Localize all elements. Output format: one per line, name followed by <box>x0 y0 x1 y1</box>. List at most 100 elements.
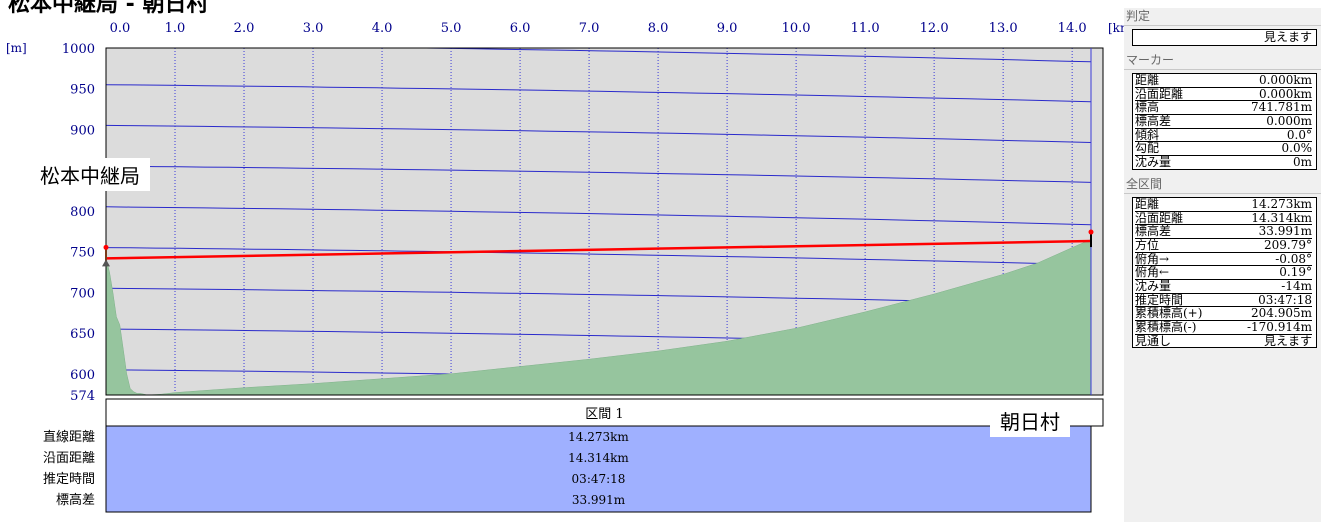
whole-row-value: 14.314km <box>1251 210 1312 225</box>
x-tick-label: 1.0 <box>165 21 186 36</box>
marker-row-value: 0.000km <box>1258 73 1312 87</box>
end-marker-head <box>1088 229 1094 235</box>
whole-row: 俯角← 0.19° <box>1135 266 1312 280</box>
whole-row-value: 204.905m <box>1250 306 1312 321</box>
start-marker-head <box>103 244 109 250</box>
marker-row-label: 標高差 <box>1135 114 1172 129</box>
elevation-profile-svg: 0.0 1.0 2.0 3.0 4.0 5.0 6.0 7.0 8.0 9.0 10.0 11.0 12… <box>6 21 1124 513</box>
x-tick-label: 9.0 <box>717 21 738 36</box>
x-tick-label: 7.0 <box>579 21 600 36</box>
whole-row: 累積標高(+) 204.905m <box>1135 307 1312 321</box>
marker-row: 傾斜 0.0° <box>1135 129 1312 143</box>
whole-row-value: 03:47:18 <box>1258 292 1312 307</box>
whole-section-title: 全区間 <box>1124 176 1321 194</box>
judge-section-title: 判定 <box>1124 8 1321 26</box>
marker-row-label: 勾配 <box>1135 141 1160 156</box>
whole-row-value: -170.914m <box>1246 320 1312 334</box>
whole-row-label: 方位 <box>1135 237 1160 252</box>
whole-row-value: -14m <box>1281 278 1312 293</box>
whole-row: 推定時間 03:47:18 <box>1135 292 1312 308</box>
whole-row-label: 累積標高(-) <box>1135 320 1197 334</box>
marker-row-value: 0m <box>1292 155 1312 170</box>
y-tick-label: 700 <box>70 286 95 301</box>
marker-row: 勾配 0.0% <box>1135 141 1313 157</box>
whole-row: 沿面距離 14.314km <box>1135 210 1312 226</box>
x-tick-label: 3.0 <box>303 21 324 36</box>
marker-row: 標高 741.781m <box>1135 100 1312 116</box>
summary-header: 区間 1 <box>585 407 623 422</box>
curvature-line <box>105 124 1092 143</box>
x-tick-label: 5.0 <box>441 21 462 36</box>
info-panel: 判定 見えます マーカー 距離 0.000km 沿面距離 0.000km 標高 741.7… <box>1124 8 1321 522</box>
whole-row: 距離 14.273km <box>1135 198 1312 212</box>
summary-row-label: 直線距離 <box>43 429 95 445</box>
x-tick-label: 13.0 <box>989 21 1018 36</box>
sightline <box>105 239 1092 260</box>
marker-table: 距離 0.000km 沿面距離 0.000km 標高 741.781m 標高差 0.000m 傾… <box>1132 73 1317 170</box>
y-tick-label: 950 <box>70 83 95 98</box>
terrain-area <box>105 239 1092 396</box>
whole-row-label: 沿面距離 <box>1135 210 1184 225</box>
whole-row-label: 推定時間 <box>1135 292 1184 307</box>
end-point-label: 朝日村 <box>990 404 1070 437</box>
marker-row: 沿面距離 0.000km <box>1135 86 1312 102</box>
y-tick-label: 750 <box>70 246 95 261</box>
curvature-line <box>105 206 1092 226</box>
y-tick-label: 900 <box>70 123 95 138</box>
y-tick-label: 574 <box>70 389 95 404</box>
summary-row-value: 33.991m <box>572 493 626 507</box>
curvature-line <box>105 165 1092 183</box>
whole-row-label: 沈み量 <box>1135 278 1172 293</box>
whole-row: 俯角→ -0.08° <box>1135 251 1312 267</box>
whole-row-label: 標高差 <box>1135 224 1172 239</box>
plot-border <box>105 47 1104 396</box>
whole-row: 累積標高(-) -170.914m <box>1135 321 1312 335</box>
summary-row-value: 03:47:18 <box>572 472 626 486</box>
marker-row-value: 0.000km <box>1258 86 1312 101</box>
x-tick-label: 4.0 <box>372 21 393 36</box>
x-tick-label: 10.0 <box>782 21 811 36</box>
y-tick-label: 600 <box>70 368 95 383</box>
start-point-label: 松本中継局 <box>30 158 150 191</box>
marker-row-value: 0.000m <box>1266 114 1312 129</box>
marker-section-title: マーカー <box>1124 52 1321 70</box>
marker-row-value: 741.781m <box>1250 100 1312 115</box>
x-tick-label: 12.0 <box>920 21 949 36</box>
curvature-line <box>105 84 1092 103</box>
marker-row: 距離 0.000km <box>1135 74 1312 88</box>
whole-row-label: 見通し <box>1135 333 1172 348</box>
marker-row-label: 沿面距離 <box>1135 86 1184 101</box>
whole-row-label: 俯角→ <box>1135 251 1170 266</box>
summary-row-label: 沿面距離 <box>43 451 95 466</box>
whole-row-value: 33.991m <box>1258 224 1312 239</box>
summary-row-value: 14.314km <box>568 451 629 465</box>
x-tick-label: 8.0 <box>648 21 669 36</box>
whole-row-label: 俯角← <box>1135 265 1170 280</box>
whole-row-value: 209.79° <box>1264 237 1312 252</box>
marker-row-label: 沈み量 <box>1135 155 1172 170</box>
whole-row-value: 見えます <box>1263 333 1312 348</box>
page-title: 松本中継局 - 朝日村 <box>8 0 209 17</box>
summary-header-box <box>105 398 1104 427</box>
marker-row-label: 距離 <box>1135 73 1160 87</box>
start-marker-base <box>102 259 110 267</box>
summary-row-value: 14.273km <box>568 430 629 444</box>
y-tick-label: 1000 <box>62 42 95 57</box>
whole-row-label: 距離 <box>1135 196 1160 211</box>
whole-row-value: 0.19° <box>1279 265 1312 280</box>
x-unit-label: [km] <box>1108 21 1124 35</box>
curvature-line <box>105 247 1092 266</box>
marker-row-value: 0.0° <box>1286 127 1312 142</box>
whole-section-table: 距離 14.273km 沿面距離 14.314km 標高差 33.991m 方位 209.79… <box>1132 196 1317 349</box>
whole-row: 方位 209.79° <box>1135 239 1312 253</box>
whole-row-value: -0.08° <box>1275 251 1312 266</box>
whole-row: 見通し 見えます <box>1135 333 1312 348</box>
marker-row-value: 0.0% <box>1281 141 1313 156</box>
y-tick-label: 650 <box>70 327 95 342</box>
x-tick-label: 6.0 <box>510 21 531 36</box>
marker-row: 沈み量 0m <box>1135 156 1312 169</box>
marker-row-label: 傾斜 <box>1135 127 1160 142</box>
y-unit-label: [m] <box>6 41 27 55</box>
x-tick-label: 11.0 <box>851 21 880 36</box>
x-tick-label: 2.0 <box>234 21 255 36</box>
